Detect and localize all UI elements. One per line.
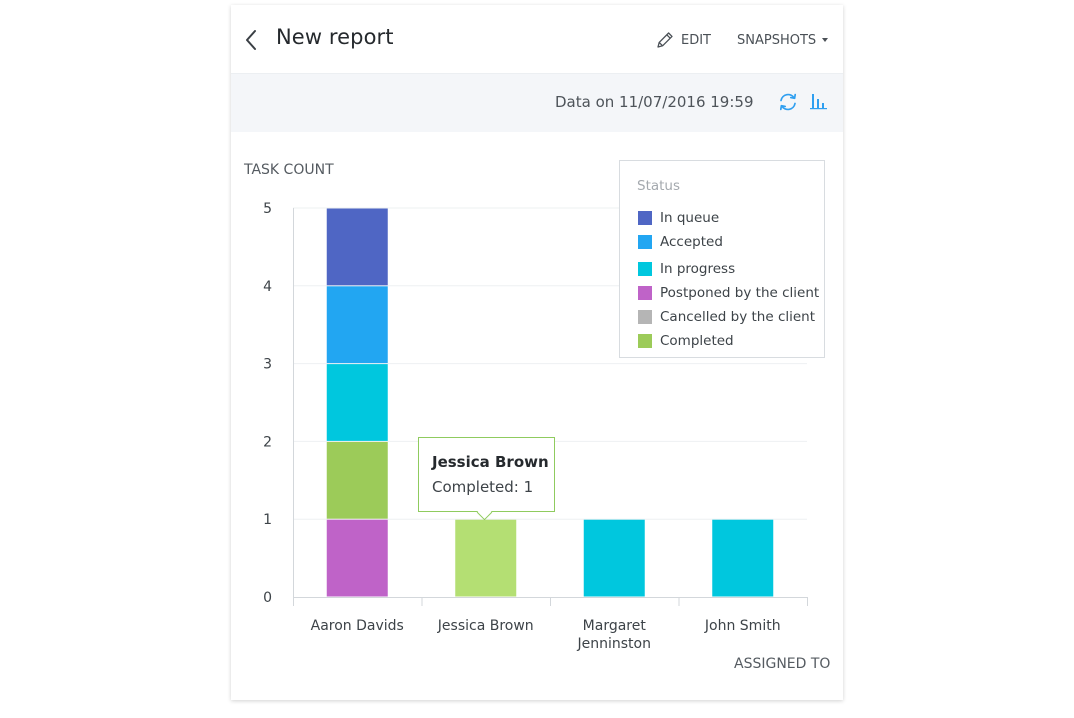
- legend-swatch: [638, 310, 652, 324]
- bar-chart-icon: [810, 94, 827, 110]
- chart-type-button[interactable]: [809, 89, 829, 113]
- legend-swatch: [638, 334, 652, 348]
- bar-segment[interactable]: [455, 519, 517, 597]
- bar-segment[interactable]: [326, 208, 388, 286]
- legend-swatch: [638, 211, 652, 225]
- back-button[interactable]: [239, 25, 263, 55]
- task-count-chart: 0 1 2 3 4 5 Aaron Davids Jessica Brown Margaret J…: [263, 201, 808, 652]
- snapshots-dropdown[interactable]: SNAPSHOTS: [737, 27, 829, 53]
- caret-down-icon: [822, 38, 829, 42]
- data-timestamp: Data on 11/07/2016 19:59: [555, 93, 754, 111]
- legend-swatch: [638, 262, 652, 276]
- legend-label: Completed: [660, 333, 734, 349]
- edit-button[interactable]: EDIT: [655, 27, 711, 53]
- bar-segment[interactable]: [583, 519, 645, 597]
- refresh-button[interactable]: [777, 91, 799, 113]
- y-tick-label: 2: [263, 434, 272, 450]
- edit-label: EDIT: [681, 32, 711, 48]
- legend-label: In progress: [660, 261, 736, 277]
- legend-label: In queue: [660, 210, 720, 226]
- y-tick-label: 5: [263, 201, 272, 217]
- legend-label: Cancelled by the client: [660, 309, 816, 325]
- y-tick-label: 1: [263, 512, 272, 528]
- bar-segment[interactable]: [326, 364, 388, 441]
- x-tick-label: Margaret: [583, 618, 647, 634]
- bar-segment[interactable]: [712, 519, 774, 597]
- legend-item[interactable]: In queue: [638, 209, 719, 227]
- bar-segment[interactable]: [326, 441, 388, 519]
- chart-tooltip: Jessica Brown Completed: 1: [418, 437, 555, 521]
- legend-item[interactable]: Completed: [638, 332, 734, 350]
- snapshots-label: SNAPSHOTS: [737, 32, 817, 48]
- y-tick-label: 3: [263, 357, 272, 373]
- y-tick-label: 4: [263, 279, 272, 295]
- pencil-icon: [657, 32, 673, 48]
- bar-segment[interactable]: [326, 286, 388, 364]
- legend-item[interactable]: Postponed by the client: [638, 284, 819, 302]
- report-card: New report EDIT SNAPSHOTS Data on 11/07/…: [231, 5, 843, 700]
- legend-title: Status: [637, 178, 681, 194]
- y-axis-label: TASK COUNT: [244, 162, 334, 178]
- x-tick-label: John Smith: [704, 618, 781, 634]
- chevron-left-icon: [246, 30, 256, 50]
- chart-legend: Status In queue Accepted In progress Postpo…: [619, 160, 825, 358]
- bar-segment[interactable]: [326, 519, 388, 597]
- y-tick-label: 0: [263, 590, 272, 606]
- x-tick-label: Jenninston: [577, 636, 651, 652]
- page-title: New report: [276, 25, 394, 49]
- legend-label: Postponed by the client: [660, 285, 820, 301]
- legend-swatch: [638, 235, 652, 249]
- refresh-icon: [779, 93, 797, 111]
- legend-label: Accepted: [660, 234, 723, 250]
- x-tick-label: Jessica Brown: [437, 618, 534, 634]
- report-header: New report EDIT SNAPSHOTS: [231, 5, 843, 74]
- data-toolbar: Data on 11/07/2016 19:59: [231, 74, 843, 132]
- x-axis-label: ASSIGNED TO: [734, 656, 831, 672]
- x-tick-label: Aaron Davids: [311, 618, 404, 634]
- legend-swatch: [638, 286, 652, 300]
- legend-item[interactable]: Accepted: [638, 233, 723, 251]
- legend-item[interactable]: Cancelled by the client: [638, 308, 815, 326]
- tooltip-value: Completed: 1: [432, 478, 534, 496]
- legend-item[interactable]: In progress: [638, 260, 735, 278]
- tooltip-name: Jessica Brown: [432, 453, 549, 471]
